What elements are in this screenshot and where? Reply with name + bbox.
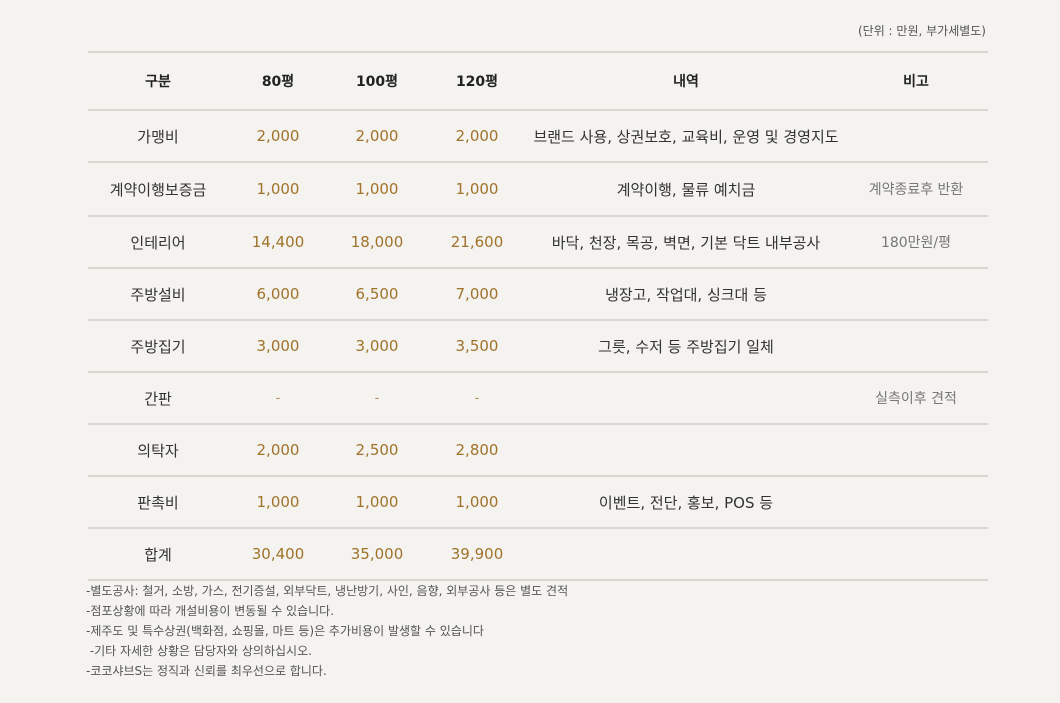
row-value-120: - bbox=[474, 390, 480, 406]
table-row: 주방집기 3,000 3,000 3,500 그릇, 수저 등 주방집기 일체 bbox=[88, 321, 988, 373]
row-value-120: 3,500 bbox=[455, 337, 499, 355]
footnotes: -별도공사: 철거, 소방, 가스, 전기증설, 외부닥트, 냉난방기, 사인,… bbox=[86, 581, 568, 681]
row-value-100: 6,500 bbox=[355, 285, 399, 303]
row-category: 주방설비 bbox=[130, 285, 186, 304]
row-value-120: 2,000 bbox=[455, 127, 499, 145]
row-detail: 냉장고, 작업대, 싱크대 등 bbox=[605, 285, 767, 304]
table-row: 인테리어 14,400 18,000 21,600 바닥, 천장, 목공, 벽면… bbox=[88, 217, 988, 269]
row-value-100: - bbox=[374, 390, 380, 406]
table-row: 판촉비 1,000 1,000 1,000 이벤트, 전단, 홍보, POS 등 bbox=[88, 477, 988, 529]
row-value-120: 1,000 bbox=[455, 180, 499, 198]
row-note: 180만원/평 bbox=[880, 235, 952, 251]
row-value-80: 2,000 bbox=[256, 127, 300, 145]
row-category: 인테리어 bbox=[130, 233, 186, 252]
table-row: 가맹비 2,000 2,000 2,000 브랜드 사용, 상권보호, 교육비,… bbox=[88, 111, 988, 163]
row-value-100: 2,000 bbox=[355, 127, 399, 145]
row-category: 가맹비 bbox=[137, 127, 179, 146]
row-value-100: 1,000 bbox=[355, 493, 399, 511]
row-value-100: 3,000 bbox=[355, 337, 399, 355]
row-value-100: 18,000 bbox=[350, 233, 404, 251]
row-value-120: 7,000 bbox=[455, 285, 499, 303]
row-value-80: 30,400 bbox=[251, 545, 305, 563]
header-80: 80평 bbox=[261, 74, 295, 90]
row-category: 합계 bbox=[144, 545, 172, 564]
table-row: 의탁자 2,000 2,500 2,800 bbox=[88, 425, 988, 477]
header-detail: 내역 bbox=[673, 74, 699, 90]
table-row: 주방설비 6,000 6,500 7,000 냉장고, 작업대, 싱크대 등 bbox=[88, 269, 988, 321]
table-header: 구분 80평 100평 120평 내역 비고 bbox=[88, 53, 988, 111]
header-100: 100평 bbox=[355, 74, 399, 90]
row-detail: 이벤트, 전단, 홍보, POS 등 bbox=[598, 493, 774, 512]
row-value-80: 1,000 bbox=[256, 493, 300, 511]
table-row-total: 합계 30,400 35,000 39,900 bbox=[88, 529, 988, 581]
row-value-100: 2,500 bbox=[355, 441, 399, 459]
row-value-80: 6,000 bbox=[256, 285, 300, 303]
row-value-120: 2,800 bbox=[455, 441, 499, 459]
row-detail: 계약이행, 물류 예치금 bbox=[616, 180, 756, 199]
row-category: 계약이행보증금 bbox=[109, 180, 207, 199]
header-category: 구분 bbox=[145, 74, 171, 90]
row-detail: 브랜드 사용, 상권보호, 교육비, 운영 및 경영지도 bbox=[533, 127, 839, 146]
row-value-80: 14,400 bbox=[251, 233, 305, 251]
row-category: 의탁자 bbox=[137, 441, 179, 460]
row-value-80: 2,000 bbox=[256, 441, 300, 459]
row-value-80: - bbox=[275, 390, 281, 406]
header-note: 비고 bbox=[903, 74, 929, 90]
row-value-120: 21,600 bbox=[450, 233, 504, 251]
row-detail: 그릇, 수저 등 주방집기 일체 bbox=[598, 337, 774, 356]
row-value-80: 1,000 bbox=[256, 180, 300, 198]
footnote: -코코샤브S는 정직과 신뢰를 최우선으로 합니다. bbox=[86, 664, 327, 678]
row-value-100: 1,000 bbox=[355, 180, 399, 198]
row-value-100: 35,000 bbox=[350, 545, 404, 563]
table-row: 간판 - - - 실측이후 견적 bbox=[88, 373, 988, 425]
row-note: 계약종료후 반환 bbox=[868, 182, 964, 198]
row-detail: 바닥, 천장, 목공, 벽면, 기본 닥트 내부공사 bbox=[551, 233, 821, 252]
footnote: -점포상황에 따라 개설비용이 변동될 수 있습니다. bbox=[86, 604, 335, 618]
row-note: 실측이후 견적 bbox=[875, 391, 957, 407]
unit-note: (단위 : 만원, 부가세별도) bbox=[857, 24, 986, 38]
header-120: 120평 bbox=[455, 74, 499, 90]
row-value-120: 1,000 bbox=[455, 493, 499, 511]
table-row: 계약이행보증금 1,000 1,000 1,000 계약이행, 물류 예치금 계… bbox=[88, 163, 988, 217]
cost-table: 구분 80평 100평 120평 내역 비고 가맹비 2,000 2,000 2… bbox=[88, 51, 988, 581]
row-category: 주방집기 bbox=[130, 337, 186, 356]
row-value-120: 39,900 bbox=[450, 545, 504, 563]
footnote: -별도공사: 철거, 소방, 가스, 전기증설, 외부닥트, 냉난방기, 사인,… bbox=[86, 584, 569, 598]
row-value-80: 3,000 bbox=[256, 337, 300, 355]
footnote: -제주도 및 특수상권(백화점, 쇼핑몰, 마트 등)은 추가비용이 발생할 수… bbox=[86, 624, 484, 638]
row-category: 판촉비 bbox=[137, 493, 179, 512]
footnote: -기타 자세한 상황은 담당자와 상의하십시오. bbox=[86, 644, 312, 658]
row-category: 간판 bbox=[144, 389, 172, 408]
